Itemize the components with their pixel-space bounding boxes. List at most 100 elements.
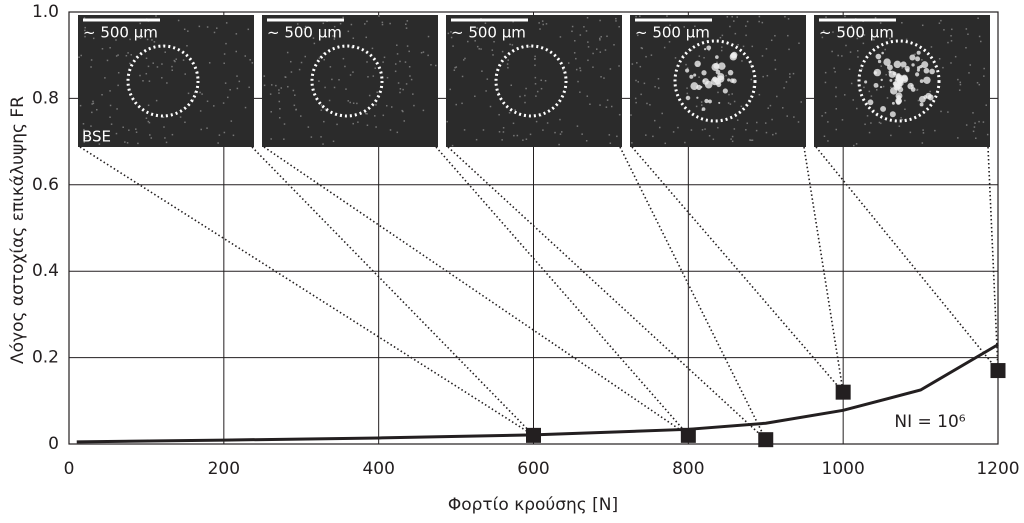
speckle — [413, 104, 415, 107]
speckle — [450, 36, 453, 39]
speckle — [741, 60, 743, 62]
wear-spot — [880, 105, 887, 112]
speckle — [663, 46, 666, 49]
speckle — [761, 55, 764, 57]
speckle — [501, 50, 504, 53]
speckle — [287, 85, 289, 88]
speckle — [599, 104, 601, 106]
speckle — [868, 90, 871, 93]
speckle — [106, 59, 109, 62]
speckle — [618, 113, 621, 116]
speckle — [82, 123, 85, 125]
speckle — [509, 43, 511, 46]
speckle — [745, 129, 747, 131]
speckle — [128, 129, 130, 131]
speckle — [98, 143, 101, 145]
speckle — [516, 134, 519, 137]
speckle — [135, 128, 137, 130]
speckle — [716, 61, 718, 64]
data-point — [835, 384, 851, 400]
speckle — [969, 64, 972, 66]
speckle — [498, 113, 500, 116]
speckle — [764, 122, 767, 124]
wear-spot — [715, 55, 719, 59]
speckle — [571, 25, 574, 28]
wear-spot — [900, 61, 907, 68]
speckle — [727, 102, 730, 104]
speckle — [538, 22, 540, 24]
speckle — [497, 92, 500, 94]
speckle — [942, 66, 944, 69]
speckle — [769, 104, 772, 107]
speckle — [562, 68, 564, 71]
wear-spot — [887, 64, 893, 71]
speckle — [506, 63, 509, 65]
speckle — [213, 31, 216, 34]
speckle — [476, 45, 479, 48]
speckle — [318, 57, 321, 59]
speckle — [352, 122, 354, 125]
speckle — [401, 109, 403, 112]
wear-spot — [893, 60, 902, 69]
speckle — [200, 128, 202, 131]
speckle — [453, 69, 456, 71]
speckle — [874, 17, 877, 19]
speckle — [399, 60, 401, 63]
wear-spot — [722, 88, 728, 94]
speckle — [845, 44, 847, 47]
speckle — [163, 126, 165, 128]
speckle — [161, 63, 163, 65]
speckle — [746, 122, 749, 125]
speckle — [609, 142, 612, 144]
speckle — [545, 23, 548, 25]
wear-spot — [923, 76, 931, 84]
speckle — [534, 58, 536, 60]
speckle — [90, 125, 92, 127]
speckle — [322, 22, 325, 25]
speckle — [109, 116, 111, 118]
speckle — [339, 22, 342, 25]
data-point — [758, 432, 774, 448]
speckle — [236, 75, 238, 77]
speckle — [524, 101, 526, 104]
speckle — [982, 121, 985, 123]
speckle — [344, 65, 346, 68]
speckle — [450, 31, 452, 33]
speckle — [904, 99, 906, 102]
speckle — [762, 75, 764, 78]
speckle — [179, 116, 182, 118]
speckle — [498, 131, 501, 133]
speckle — [585, 30, 588, 32]
speckle — [666, 15, 668, 17]
speckle — [489, 105, 492, 108]
speckle — [784, 15, 786, 18]
speckle — [664, 142, 667, 145]
speckle — [173, 59, 176, 62]
speckle — [674, 57, 677, 59]
y-tick-label: 0 — [48, 434, 59, 454]
scale-label: ~ 500 μm — [451, 24, 526, 42]
speckle — [767, 107, 769, 109]
speckle — [153, 41, 156, 43]
speckle — [396, 131, 399, 134]
speckle — [139, 22, 141, 25]
speckle — [668, 41, 671, 43]
speckle — [683, 26, 686, 28]
speckle — [864, 123, 866, 126]
speckle — [145, 72, 148, 75]
speckle — [890, 86, 892, 89]
speckle — [758, 15, 761, 18]
speckle — [464, 57, 466, 60]
wear-spot — [896, 83, 900, 87]
y-tick-label: 0.6 — [32, 175, 59, 195]
speckle — [577, 80, 579, 83]
speckle — [244, 106, 247, 109]
speckle — [402, 88, 404, 91]
speckle — [381, 21, 384, 24]
speckle — [164, 51, 166, 53]
wear-spot — [890, 87, 898, 95]
wear-spot — [915, 56, 921, 62]
connector — [987, 146, 999, 371]
speckle — [756, 121, 758, 124]
speckle — [184, 73, 186, 75]
